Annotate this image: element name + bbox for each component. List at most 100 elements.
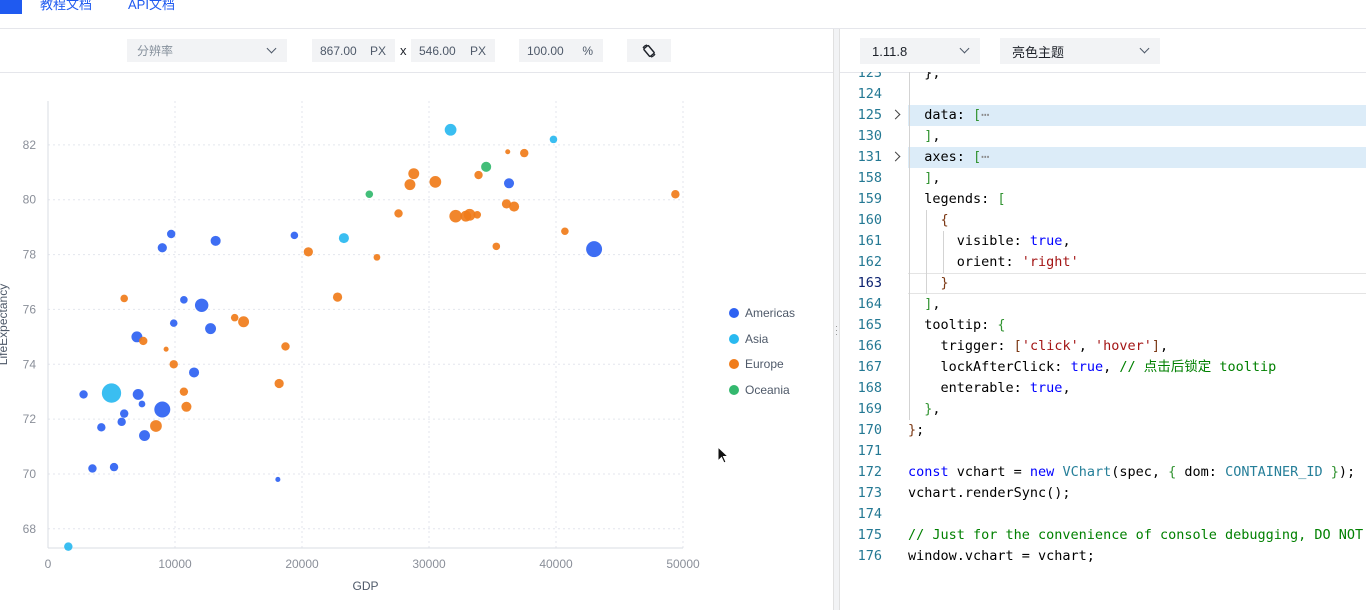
code-line[interactable]: 161 visible: true, xyxy=(840,231,1366,252)
legend-label: Oceania xyxy=(745,382,790,397)
scatter-point-asia xyxy=(64,542,73,551)
scatter-point-europe xyxy=(274,378,284,389)
scatter-point-europe xyxy=(561,227,569,236)
code-text: ], xyxy=(924,170,941,186)
y-tick-label: 74 xyxy=(23,357,37,371)
y-tick-label: 76 xyxy=(23,302,37,316)
code-line[interactable]: 171 xyxy=(840,441,1366,462)
line-number: 168 xyxy=(857,380,882,396)
scatter-point-americas xyxy=(275,476,281,482)
scatter-point-europe xyxy=(474,170,483,180)
scatter-point-europe xyxy=(509,201,520,212)
scatter-point-asia xyxy=(444,123,457,136)
code-editor[interactable]: 123 }, 124 125 data: [⋯ 130 ], 131 axes: [⋯ 1… xyxy=(840,72,1366,610)
code-text: tooltip: { xyxy=(908,317,1006,333)
x-tick-label: 30000 xyxy=(412,557,446,571)
top-nav: 教程文档 API文档 xyxy=(0,0,1366,29)
line-number: 161 xyxy=(857,233,882,249)
fold-chevron-icon[interactable] xyxy=(890,151,901,162)
x-axis-title: GDP xyxy=(352,579,378,593)
code-line[interactable]: 166 trigger: ['click', 'hover'], xyxy=(840,336,1366,357)
scatter-point-europe xyxy=(230,313,239,322)
code-text: lockAfterClick: true, // 点击后锁定 tooltip xyxy=(908,359,1277,375)
fold-highlight xyxy=(908,105,1366,126)
code-line[interactable]: 165 tooltip: { xyxy=(840,315,1366,336)
code-line[interactable]: 175 // Just for the convenience of consol… xyxy=(840,525,1366,546)
zoom-input[interactable]: 100.00 % xyxy=(519,39,603,62)
code-line[interactable]: 125 data: [⋯ xyxy=(840,105,1366,126)
line-number: 131 xyxy=(857,149,882,165)
code-line[interactable]: 164 ], xyxy=(840,294,1366,315)
scatter-point-europe xyxy=(449,209,462,223)
tab-active-indicator[interactable] xyxy=(0,0,22,14)
code-line[interactable]: 170}; xyxy=(840,420,1366,441)
scatter-point-europe xyxy=(163,346,169,352)
resolution-select[interactable]: 分辨率 xyxy=(127,39,287,62)
scatter-point-europe xyxy=(408,168,420,180)
y-tick-label: 70 xyxy=(23,467,37,481)
zoom-value: 100.00 xyxy=(527,43,564,58)
scatter-point-americas xyxy=(166,229,176,239)
code-text: vchart.renderSync(); xyxy=(908,485,1071,501)
code-line[interactable]: 174 xyxy=(840,504,1366,525)
scatter-point-americas xyxy=(169,319,178,327)
rotate-button[interactable] xyxy=(627,39,671,62)
line-number: 123 xyxy=(857,72,882,81)
line-number: 130 xyxy=(857,128,882,144)
x-tick-label: 20000 xyxy=(285,557,319,571)
editor-toolbar: 1.11.8 亮色主题 xyxy=(840,29,1366,73)
scatter-point-americas xyxy=(138,400,146,408)
scatter-point-americas xyxy=(586,241,603,258)
scatter-point-americas xyxy=(120,409,129,418)
code-text: legends: [ xyxy=(908,191,1006,207)
code-line[interactable]: 169 }, xyxy=(840,399,1366,420)
scatter-point-europe xyxy=(238,316,250,328)
fold-highlight xyxy=(908,147,1366,168)
fold-chevron-icon[interactable] xyxy=(890,109,901,120)
code-text: { xyxy=(940,212,949,228)
y-tick-label: 68 xyxy=(23,522,37,536)
code-line[interactable]: 167 lockAfterClick: true, // 点击后锁定 toolt… xyxy=(840,357,1366,378)
theme-select[interactable]: 亮色主题 xyxy=(1000,38,1160,64)
code-line[interactable]: 131 axes: [⋯ xyxy=(840,147,1366,168)
line-number: 172 xyxy=(857,464,882,480)
code-line[interactable]: 159 legends: [ xyxy=(840,189,1366,210)
scatter-point-americas xyxy=(210,235,221,246)
code-line[interactable]: 124 xyxy=(840,84,1366,105)
line-number: 174 xyxy=(857,506,882,522)
scatter-point-americas xyxy=(157,243,167,253)
code-line[interactable]: 158 ], xyxy=(840,168,1366,189)
code-line[interactable]: 168 enterable: true, xyxy=(840,378,1366,399)
code-line[interactable]: 123 }, xyxy=(840,72,1366,84)
code-text: enterable: true, xyxy=(908,380,1071,396)
tab-tutorial[interactable]: 教程文档 xyxy=(40,0,93,12)
code-line[interactable]: 160 { xyxy=(840,210,1366,231)
code-line[interactable]: 172 const vchart = new VChart(spec, { dom… xyxy=(840,462,1366,483)
scatter-point-europe xyxy=(181,401,192,412)
line-number: 163 xyxy=(857,275,882,291)
code-line[interactable]: 176 window.vchart = vchart; xyxy=(840,546,1366,567)
line-number: 169 xyxy=(857,401,882,417)
height-input[interactable]: 546.00 PX xyxy=(411,39,495,62)
code-text: } xyxy=(940,275,949,291)
scatter-point-americas xyxy=(79,390,88,399)
width-input[interactable]: 867.00 PX xyxy=(312,39,395,62)
line-number: 170 xyxy=(857,422,882,438)
code-line[interactable]: 162 orient: 'right' xyxy=(840,252,1366,273)
code-line[interactable]: 130 ], xyxy=(840,126,1366,147)
version-select[interactable]: 1.11.8 xyxy=(860,38,980,64)
scatter-point-asia xyxy=(101,383,122,403)
x-tick-label: 40000 xyxy=(539,557,573,571)
scatter-point-europe xyxy=(671,190,680,199)
tab-api[interactable]: API文档 xyxy=(128,0,175,12)
size-separator: x xyxy=(400,43,407,58)
scatter-point-americas xyxy=(132,388,144,400)
pane-splitter[interactable]: · · · xyxy=(833,29,840,610)
line-number: 125 xyxy=(857,107,882,123)
indent-guide xyxy=(909,72,910,420)
line-number: 165 xyxy=(857,317,882,333)
scatter-point-americas xyxy=(117,417,126,427)
code-line[interactable]: 163 } xyxy=(840,273,1366,294)
splitter-grip-icon: · · · xyxy=(835,321,838,339)
code-line[interactable]: 173 vchart.renderSync(); xyxy=(840,483,1366,504)
